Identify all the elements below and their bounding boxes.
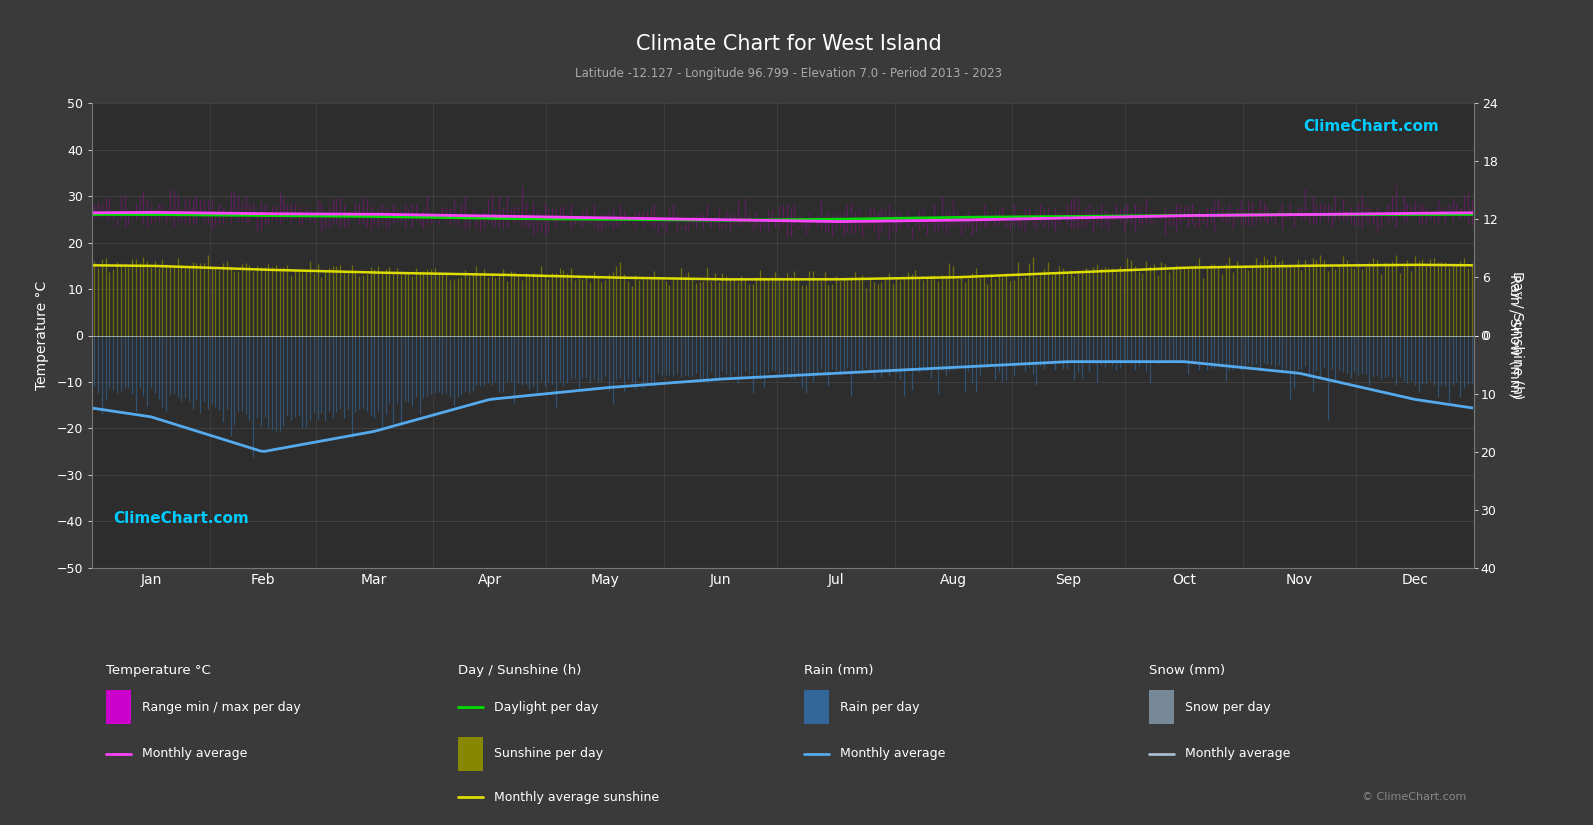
Text: Monthly average: Monthly average bbox=[142, 747, 247, 761]
Text: ClimeChart.com: ClimeChart.com bbox=[113, 511, 249, 526]
Text: Range min / max per day: Range min / max per day bbox=[142, 700, 301, 714]
Text: Daylight per day: Daylight per day bbox=[494, 700, 599, 714]
Text: Day / Sunshine (h): Day / Sunshine (h) bbox=[459, 664, 581, 677]
Text: Monthly average sunshine: Monthly average sunshine bbox=[494, 790, 660, 804]
Text: Latitude -12.127 - Longitude 96.799 - Elevation 7.0 - Period 2013 - 2023: Latitude -12.127 - Longitude 96.799 - El… bbox=[575, 67, 1002, 80]
Text: Rain per day: Rain per day bbox=[840, 700, 919, 714]
Bar bbox=[459, 737, 483, 771]
Text: Snow per day: Snow per day bbox=[1185, 700, 1271, 714]
Bar bbox=[804, 691, 828, 724]
Text: Rain (mm): Rain (mm) bbox=[804, 664, 873, 677]
Text: Snow (mm): Snow (mm) bbox=[1149, 664, 1225, 677]
Text: ClimeChart.com: ClimeChart.com bbox=[1303, 120, 1438, 134]
Y-axis label: Day / Sunshine (h): Day / Sunshine (h) bbox=[1510, 271, 1523, 399]
Bar bbox=[1149, 691, 1174, 724]
Text: Monthly average: Monthly average bbox=[1185, 747, 1290, 761]
Text: Climate Chart for West Island: Climate Chart for West Island bbox=[636, 34, 941, 54]
Text: Temperature °C: Temperature °C bbox=[107, 664, 210, 677]
Bar bbox=[107, 691, 131, 724]
Text: Monthly average: Monthly average bbox=[840, 747, 945, 761]
Y-axis label: Rain / Snow (mm): Rain / Snow (mm) bbox=[1507, 274, 1521, 398]
Y-axis label: Temperature °C: Temperature °C bbox=[35, 280, 48, 390]
Text: Sunshine per day: Sunshine per day bbox=[494, 747, 604, 761]
Text: © ClimeChart.com: © ClimeChart.com bbox=[1362, 792, 1467, 802]
